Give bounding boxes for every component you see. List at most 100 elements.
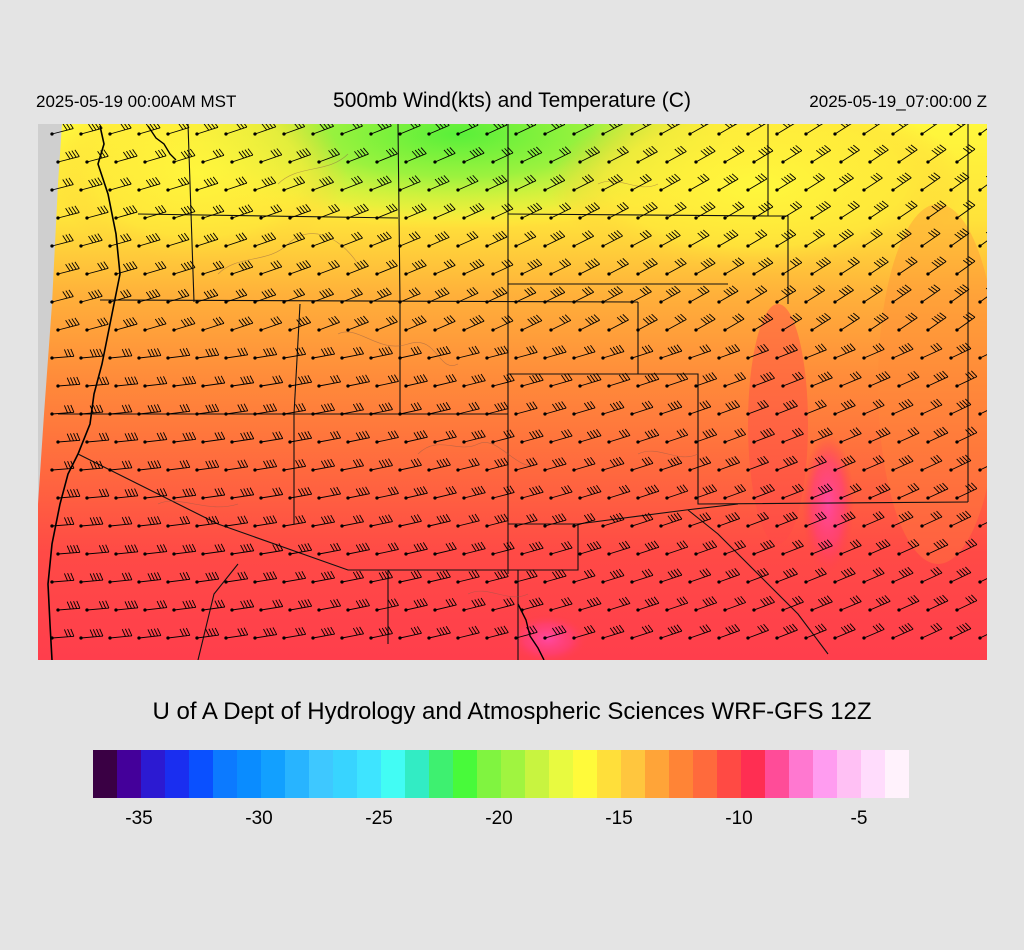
- wind-barb: [85, 600, 110, 612]
- wind-barb: [456, 513, 480, 528]
- wind-barb: [891, 566, 914, 584]
- wind-barb: [636, 145, 658, 164]
- colorbar-swatch: [117, 750, 141, 798]
- wind-barb: [427, 569, 451, 584]
- wind-barb: [717, 568, 741, 584]
- colorbar-ticks: -35 -30 -25 -20 -15 -10 -5: [0, 808, 1024, 838]
- wind-barb: [172, 148, 196, 164]
- wind-barb: [601, 344, 625, 360]
- wind-barb: [288, 260, 312, 276]
- wind-barb: [723, 427, 747, 444]
- wind-barb: [897, 426, 920, 444]
- wind-barb: [491, 202, 514, 220]
- wind-barb: [253, 288, 277, 304]
- wind-barb: [288, 375, 313, 388]
- wind-barb: [224, 347, 249, 360]
- wind-barb: [572, 512, 596, 528]
- wind-barb: [688, 400, 712, 416]
- wind-barb: [781, 539, 804, 556]
- wind-barb: [688, 512, 712, 528]
- wind-barb: [659, 229, 681, 248]
- colorbar-tick-label: -20: [485, 808, 513, 829]
- wind-barb: [636, 257, 658, 276]
- wind-barb: [543, 513, 567, 528]
- wind-barb: [491, 485, 515, 500]
- wind-barb: [114, 317, 138, 332]
- wind-barb: [694, 540, 718, 556]
- wind-barb: [659, 624, 683, 640]
- wind-barb: [398, 175, 421, 192]
- wind-barb: [839, 371, 862, 388]
- wind-barb: [433, 429, 457, 444]
- wind-barb: [955, 256, 976, 276]
- wind-barb: [195, 627, 220, 640]
- wind-barb: [601, 400, 625, 416]
- wind-barb: [694, 428, 718, 444]
- wind-barb: [114, 600, 139, 612]
- wind-barb: [514, 569, 538, 584]
- wind-barb: [282, 515, 307, 528]
- wind-barb: [201, 204, 225, 220]
- wind-barb: [862, 124, 881, 136]
- colorbar-swatch: [741, 750, 765, 798]
- wind-barb: [717, 456, 741, 472]
- wind-barb: [978, 175, 987, 192]
- wind-barb: [311, 402, 336, 416]
- wind-barb: [688, 456, 712, 472]
- wind-barb: [433, 485, 457, 500]
- wind-barb: [978, 354, 987, 360]
- wind-barb: [56, 488, 81, 500]
- wind-barb: [346, 203, 369, 220]
- wind-barb: [775, 623, 798, 640]
- wind-barb: [195, 124, 219, 136]
- wind-barb: [549, 485, 573, 500]
- wind-barb: [166, 347, 191, 360]
- wind-barb: [839, 312, 860, 332]
- wind-barb: [949, 510, 972, 528]
- wind-barb: [311, 124, 334, 136]
- wind-barb: [891, 124, 909, 136]
- colorbar-tick-label: -25: [365, 808, 393, 829]
- wind-barb: [862, 623, 885, 640]
- wind-barb: [688, 229, 710, 248]
- wind-barb: [346, 598, 370, 612]
- colorbar-swatch: [333, 750, 357, 798]
- wind-barb: [224, 232, 248, 248]
- wind-barb: [398, 570, 422, 584]
- wind-barb: [398, 231, 421, 248]
- colorbar-swatch: [213, 750, 237, 798]
- wind-barb: [607, 314, 629, 332]
- wind-barb: [549, 202, 572, 220]
- wind-barb: [282, 232, 306, 248]
- wind-barb: [195, 288, 219, 304]
- wind-barb: [775, 455, 798, 472]
- wind-barb: [781, 313, 803, 332]
- wind-barb: [462, 429, 486, 444]
- wind-barb: [50, 404, 75, 416]
- wind-barb: [114, 149, 138, 164]
- wind-barb: [195, 515, 220, 528]
- wind-barb: [456, 569, 480, 584]
- wind-barb: [572, 344, 596, 360]
- wind-barb: [375, 542, 399, 556]
- colorbar-swatch: [285, 750, 309, 798]
- colorbar-swatch: [165, 750, 189, 798]
- wind-barb: [375, 203, 398, 220]
- wind-barb: [630, 229, 652, 248]
- wind-barb: [398, 626, 422, 640]
- wind-barb: [804, 284, 825, 304]
- wind-barb: [288, 316, 312, 332]
- wind-barb: [398, 287, 421, 304]
- wind-barb: [404, 598, 428, 612]
- wind-barb: [949, 342, 972, 360]
- wind-barb: [108, 572, 133, 584]
- wind-barb: [891, 172, 912, 192]
- wind-barb: [752, 427, 775, 444]
- wind-barb: [85, 544, 110, 556]
- wind-barb: [694, 145, 716, 164]
- colorbar-swatch: [237, 750, 261, 798]
- wind-barb: [404, 259, 427, 276]
- colorbar-swatch: [405, 750, 429, 798]
- wind-barb: [114, 544, 139, 556]
- wind-barb: [752, 201, 774, 220]
